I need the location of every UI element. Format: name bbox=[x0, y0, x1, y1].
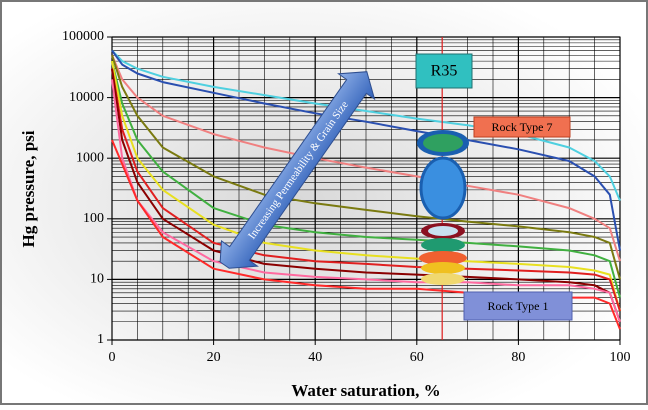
x-axis-title: Water saturation, % bbox=[291, 381, 440, 400]
curve bbox=[111, 49, 621, 251]
y-axis-title: Hg pressure, psi bbox=[19, 130, 38, 247]
x-tick-label: 20 bbox=[207, 350, 221, 365]
x-tick-label: 60 bbox=[410, 350, 424, 365]
curves bbox=[111, 37, 621, 340]
annotation: Rock Type 1 bbox=[488, 299, 549, 313]
ellipse bbox=[423, 134, 463, 152]
y-tick-label: 100000 bbox=[62, 29, 104, 44]
x-tick-label: 40 bbox=[308, 350, 322, 365]
curve bbox=[111, 49, 621, 201]
curve bbox=[111, 54, 621, 280]
curve bbox=[111, 68, 621, 323]
ellipse bbox=[421, 238, 465, 252]
curve bbox=[111, 60, 621, 298]
y-tick-label: 100 bbox=[83, 211, 104, 226]
y-tick-label: 1 bbox=[97, 332, 104, 347]
ellipse bbox=[421, 262, 465, 274]
x-tick-label: 100 bbox=[610, 350, 631, 365]
curve bbox=[111, 139, 621, 330]
curve bbox=[111, 60, 621, 312]
ellipse bbox=[421, 273, 465, 285]
annotation: R35 bbox=[431, 63, 458, 80]
label-box bbox=[473, 116, 571, 138]
x-tick-label: 80 bbox=[511, 350, 525, 365]
ellipse bbox=[419, 251, 467, 265]
y-tick-label: 10 bbox=[90, 272, 104, 287]
ellipse bbox=[428, 226, 458, 236]
curve bbox=[111, 54, 621, 262]
r35-box bbox=[415, 53, 473, 89]
y-tick-label: 10000 bbox=[69, 90, 104, 105]
x-tick-label: 0 bbox=[109, 350, 116, 365]
arrow-shape bbox=[219, 71, 376, 269]
label-box bbox=[463, 291, 573, 321]
annotation: Rock Type 7 bbox=[492, 120, 553, 134]
curve bbox=[111, 68, 621, 312]
ellipse bbox=[419, 156, 467, 220]
y-tick-label: 1000 bbox=[76, 150, 104, 165]
